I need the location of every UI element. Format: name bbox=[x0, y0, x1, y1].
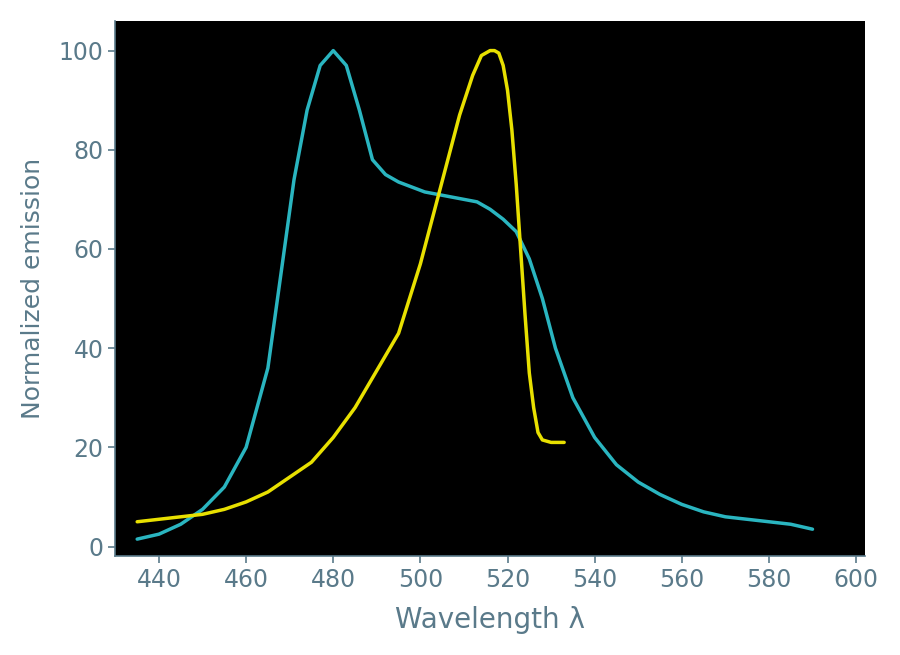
Y-axis label: Normalized emission: Normalized emission bbox=[21, 158, 45, 419]
X-axis label: Wavelength λ: Wavelength λ bbox=[395, 606, 585, 634]
